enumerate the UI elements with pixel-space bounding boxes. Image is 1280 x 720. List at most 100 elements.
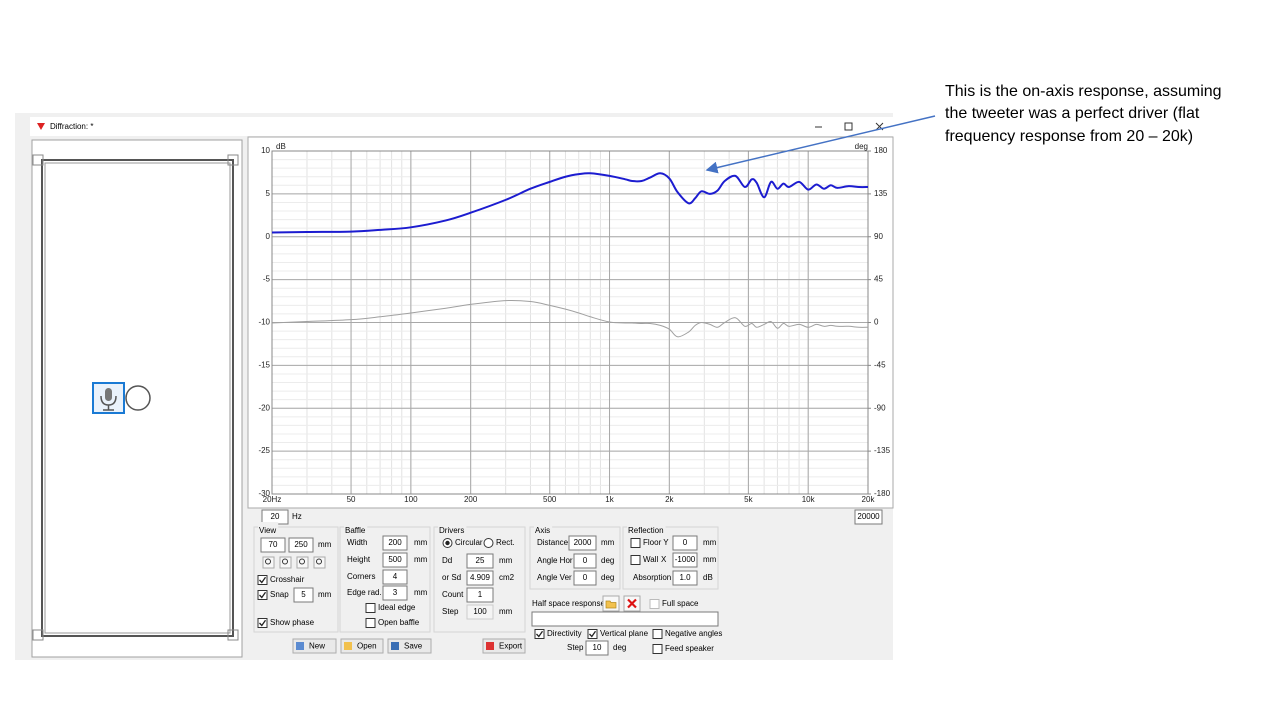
- text-input[interactable]: [260, 537, 286, 553]
- y-tick-label: -30: [258, 489, 270, 498]
- group-title-bg: [438, 522, 467, 532]
- text-input[interactable]: [573, 553, 597, 569]
- text-input[interactable]: [293, 587, 314, 603]
- text-input[interactable]: [382, 585, 408, 601]
- text-input[interactable]: [466, 604, 494, 620]
- checkbox[interactable]: [257, 590, 268, 600]
- label: Ideal edge: [378, 603, 416, 612]
- label: Crosshair: [270, 575, 305, 584]
- checkbox[interactable]: [652, 629, 663, 639]
- app-icon: [37, 123, 45, 130]
- x-tick-label: 20k: [862, 495, 876, 504]
- driver[interactable]: [125, 385, 151, 411]
- group-title-bg: [344, 522, 368, 532]
- input-value: -1000: [675, 555, 696, 564]
- label: Directivity: [547, 629, 582, 638]
- group-box: [339, 526, 431, 633]
- label: mm: [703, 538, 717, 547]
- button-icon: [296, 642, 304, 650]
- microphone[interactable]: [92, 382, 125, 414]
- zoom-button[interactable]: [313, 556, 326, 569]
- annotation-line: the tweeter was a perfect driver (flat: [945, 105, 1200, 122]
- button-label: Save: [404, 642, 423, 651]
- checkbox[interactable]: [365, 618, 376, 628]
- label: Negative angles: [665, 629, 722, 638]
- label: mm: [318, 590, 332, 599]
- resize-handle[interactable]: [32, 154, 44, 166]
- window-title: Diffraction: *: [50, 122, 93, 131]
- y2-tick-label: -90: [874, 403, 886, 412]
- checkbox[interactable]: [365, 603, 376, 613]
- zoom-button[interactable]: [279, 556, 292, 569]
- input-value: 250: [294, 540, 308, 549]
- label: Half space response: [532, 599, 605, 608]
- label: Angle Ver: [537, 573, 572, 582]
- label: Baffle: [345, 526, 366, 535]
- text-input[interactable]: [382, 535, 408, 551]
- checkbox[interactable]: [587, 629, 598, 639]
- checkbox[interactable]: [652, 644, 663, 654]
- x-tick-label: 20Hz: [263, 495, 282, 504]
- y2-tick-label: 180: [874, 146, 888, 155]
- label: X: [661, 555, 667, 564]
- label: cm2: [499, 573, 515, 582]
- label: Angle Hor: [537, 556, 573, 565]
- y2-tick-label: -45: [874, 360, 886, 369]
- resize-handle[interactable]: [32, 629, 44, 641]
- text-input[interactable]: [568, 535, 597, 551]
- text-input[interactable]: [382, 552, 408, 568]
- label: Vertical plane: [600, 629, 649, 638]
- text-input[interactable]: [531, 611, 719, 627]
- resize-handle[interactable]: [227, 154, 239, 166]
- x-tick-label: 100: [404, 495, 418, 504]
- input-value: 3: [393, 588, 398, 597]
- input-value: 0: [683, 538, 688, 547]
- group-box: [529, 526, 621, 590]
- label: Edge rad.: [347, 588, 382, 597]
- text-input[interactable]: [585, 640, 609, 656]
- label: Feed speaker: [665, 644, 714, 653]
- text-input[interactable]: [288, 537, 314, 553]
- text-input[interactable]: [573, 570, 597, 586]
- label: mm: [414, 588, 428, 597]
- checkbox[interactable]: [630, 538, 641, 548]
- maximize-button[interactable]: [844, 122, 853, 131]
- checkbox[interactable]: [257, 575, 268, 585]
- checkbox[interactable]: [649, 599, 660, 609]
- checkbox[interactable]: [534, 629, 545, 639]
- zoom-button[interactable]: [262, 556, 275, 569]
- label: Drivers: [439, 526, 464, 535]
- input-value: 500: [388, 555, 402, 564]
- label: Distance: [537, 538, 569, 547]
- label: deg: [601, 556, 614, 565]
- text-input[interactable]: [466, 570, 494, 586]
- text-input[interactable]: [382, 569, 408, 585]
- text-input[interactable]: [672, 552, 698, 568]
- label: Count: [442, 590, 464, 599]
- x-tick-label: 50: [347, 495, 356, 504]
- check-mark: [259, 591, 267, 599]
- zoom-button[interactable]: [296, 556, 309, 569]
- text-input[interactable]: [672, 535, 698, 551]
- input-value: 0: [583, 556, 588, 565]
- text-input[interactable]: [854, 509, 883, 525]
- text-input[interactable]: [672, 570, 698, 586]
- button-label: New: [309, 642, 325, 651]
- y-tick-label: -25: [258, 446, 270, 455]
- resize-handle[interactable]: [227, 629, 239, 641]
- check-mark: [259, 619, 267, 627]
- input-value: 20: [271, 512, 280, 521]
- check-mark: [536, 630, 544, 638]
- checkbox[interactable]: [257, 618, 268, 628]
- input-value: 1: [478, 590, 483, 599]
- text-input[interactable]: [466, 587, 494, 603]
- baffle-outline: [41, 159, 234, 637]
- checkbox[interactable]: [630, 555, 641, 565]
- input-value: 25: [476, 556, 485, 565]
- annotation-arrow: [705, 115, 936, 174]
- annotation-line: frequency response from 20 – 20k): [945, 128, 1193, 145]
- radio-button[interactable]: [483, 538, 494, 548]
- text-input[interactable]: [466, 553, 494, 569]
